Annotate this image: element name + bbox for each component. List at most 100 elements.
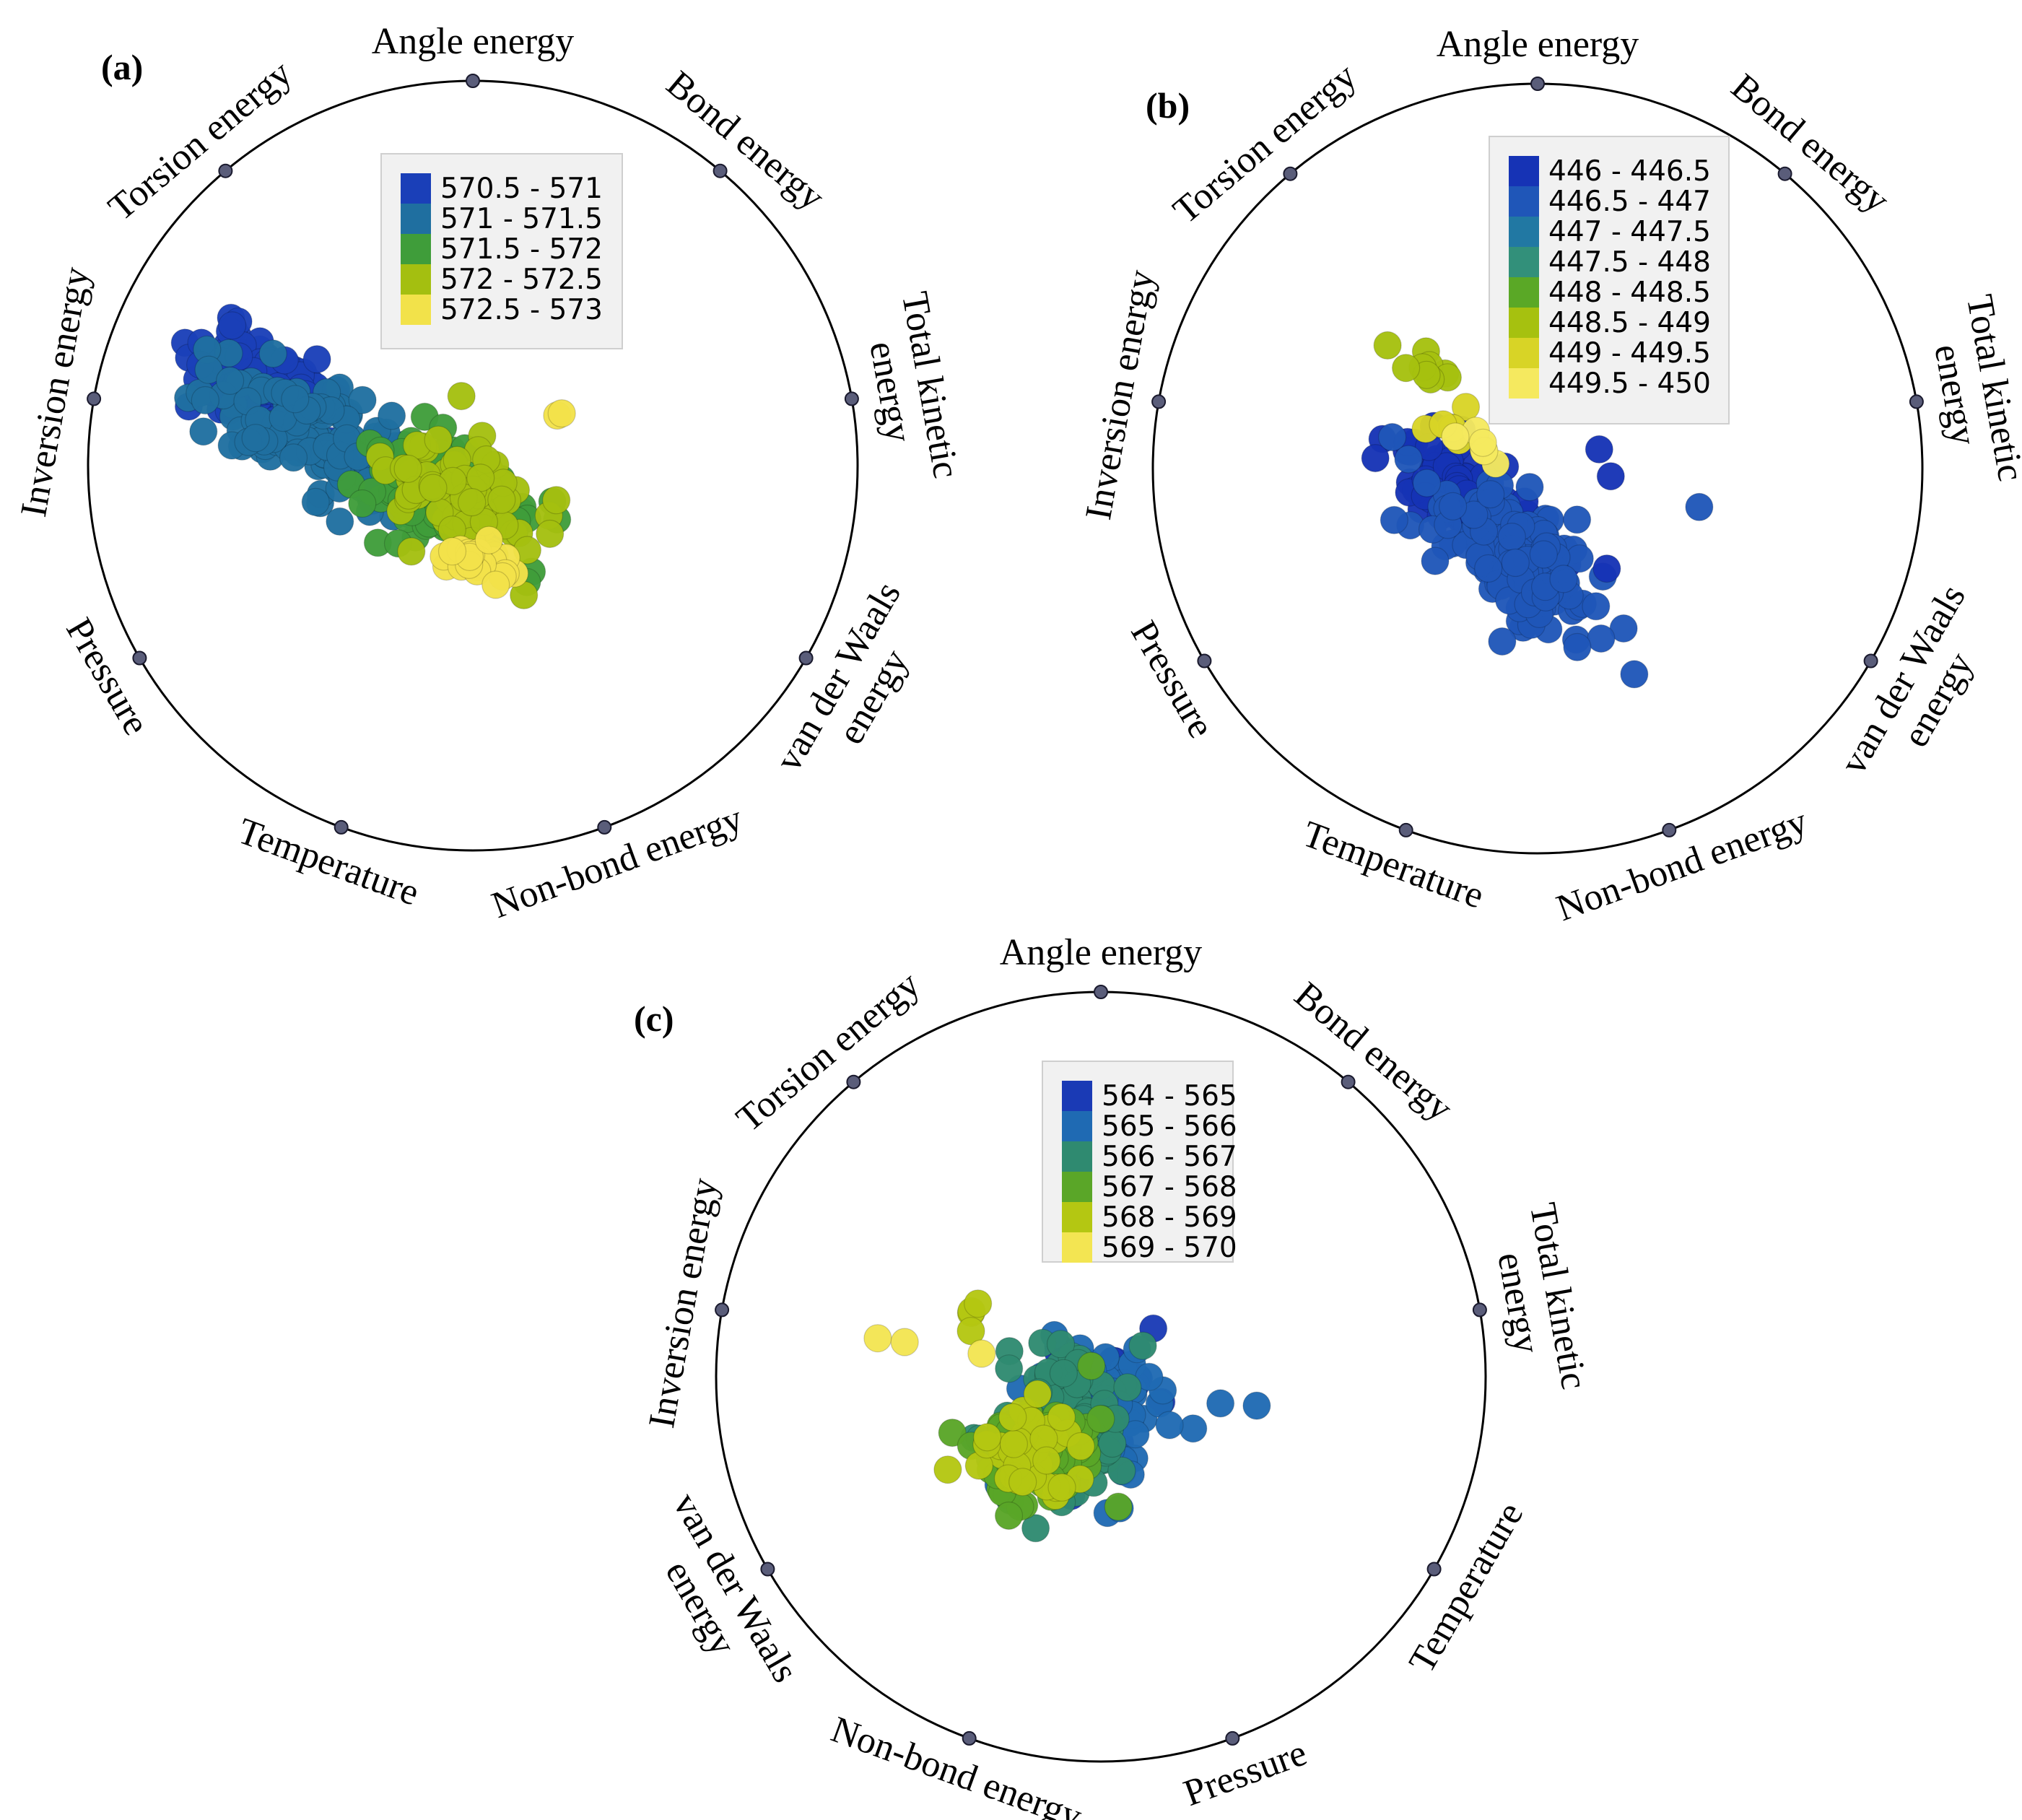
- data-point: [1596, 462, 1625, 491]
- anchor-label: Temperature: [232, 811, 424, 914]
- anchor-label-line: Pressure: [1123, 614, 1221, 745]
- legend-swatch: [1509, 217, 1539, 247]
- data-point: [1104, 1492, 1133, 1521]
- legend-swatch: [401, 234, 431, 264]
- data-point: [1023, 1380, 1052, 1408]
- data-point: [890, 1328, 919, 1357]
- data-point: [1412, 469, 1442, 497]
- data-point: [1107, 1456, 1136, 1485]
- data-point: [1077, 1351, 1106, 1380]
- anchor-label: Torsion energy: [729, 964, 928, 1140]
- legend-entry-label: 571.5 - 572: [440, 233, 603, 266]
- anchor-label-line: Inversion energy: [641, 1175, 725, 1432]
- anchor-point: [844, 391, 859, 406]
- anchor-label: Non-bond energy: [1551, 801, 1813, 929]
- data-point: [474, 526, 503, 554]
- data-point: [1474, 554, 1503, 583]
- legend-entry-label: 572 - 572.5: [440, 264, 603, 296]
- data-point: [1380, 505, 1408, 535]
- data-point: [1488, 627, 1517, 656]
- data-point: [1585, 435, 1613, 464]
- data-point: [542, 486, 571, 515]
- legend-entry-label: 449.5 - 450: [1548, 367, 1711, 400]
- anchor-point: [846, 1074, 861, 1089]
- data-point: [1685, 492, 1714, 521]
- data-point: [1098, 1429, 1127, 1458]
- anchor-label-line: Inversion energy: [1078, 267, 1162, 523]
- data-point: [1421, 547, 1450, 575]
- data-point: [1441, 422, 1470, 451]
- legend-swatch: [1062, 1141, 1092, 1172]
- legend-swatch: [1509, 247, 1539, 277]
- legend-swatch: [1062, 1232, 1092, 1263]
- data-point: [998, 1403, 1027, 1432]
- legend-entry-label: 571 - 571.5: [440, 203, 603, 235]
- data-point: [1128, 1331, 1157, 1360]
- data-point: [191, 386, 219, 415]
- legend-swatch: [1062, 1081, 1092, 1111]
- point-layer: [1361, 331, 1714, 689]
- legend-entry-label: 564 - 565: [1102, 1080, 1237, 1113]
- data-point: [1046, 1330, 1076, 1359]
- legend-swatch: [1509, 338, 1539, 368]
- legend-entry-label: 449 - 449.5: [1548, 337, 1711, 370]
- anchor-point: [798, 650, 814, 666]
- anchor-label: Non-bond energy: [826, 1709, 1087, 1820]
- anchor-point: [1283, 166, 1298, 181]
- legend-entry-label: 568 - 569: [1102, 1201, 1237, 1234]
- data-point: [1497, 522, 1526, 552]
- legend-entry-label: 567 - 568: [1102, 1171, 1237, 1203]
- legend-swatch: [1509, 308, 1539, 338]
- data-point: [995, 1354, 1024, 1383]
- anchor-label: van der Waalsenergy: [767, 575, 944, 798]
- anchor-point: [1398, 822, 1413, 837]
- data-point: [1587, 624, 1616, 653]
- legend-entry-label: 447.5 - 448: [1548, 246, 1711, 279]
- data-point: [999, 1429, 1029, 1458]
- data-point: [481, 570, 510, 599]
- anchor-point: [713, 163, 728, 178]
- anchor-label-line: Angle energy: [1000, 932, 1203, 973]
- anchor-label: Temperature: [1401, 1496, 1531, 1680]
- anchor-label-line: Temperature: [1401, 1496, 1531, 1680]
- data-point: [1391, 354, 1421, 383]
- data-point: [1242, 1391, 1271, 1420]
- data-point: [863, 1324, 892, 1353]
- data-point: [218, 311, 247, 340]
- anchor-point: [1530, 77, 1545, 91]
- data-point: [216, 366, 245, 396]
- legend-entry-label: 448 - 448.5: [1548, 277, 1711, 309]
- data-point: [301, 487, 330, 516]
- anchor-label: Total kineticenergy: [854, 289, 967, 488]
- legend-swatch: [1509, 368, 1539, 399]
- legend-swatch: [1509, 277, 1539, 308]
- data-point: [189, 417, 218, 446]
- anchor-label: Temperature: [1297, 814, 1489, 917]
- legend-entry-label: 446.5 - 447: [1548, 186, 1711, 218]
- data-point: [258, 339, 287, 368]
- legend-swatch: [1062, 1111, 1092, 1141]
- legend-swatch: [401, 264, 431, 295]
- anchor-point: [1863, 653, 1878, 669]
- data-point: [377, 401, 406, 430]
- data-point: [1047, 1403, 1076, 1432]
- legend-swatch: [1509, 186, 1539, 217]
- data-point: [1377, 422, 1407, 452]
- anchor-point: [1472, 1302, 1487, 1318]
- legend-swatch: [1062, 1202, 1092, 1232]
- anchor-label-line: Temperature: [232, 811, 424, 914]
- data-point: [1582, 592, 1611, 621]
- data-point: [1563, 505, 1592, 534]
- anchor-point: [1151, 394, 1167, 409]
- anchor-label-line: Non-bond energy: [826, 1709, 1087, 1820]
- legend-swatch: [1509, 156, 1539, 186]
- data-point: [1008, 1468, 1037, 1497]
- legend-entry-label: 572.5 - 573: [440, 294, 603, 326]
- data-point: [1032, 1446, 1061, 1475]
- data-point: [956, 1317, 985, 1346]
- data-point: [447, 381, 476, 411]
